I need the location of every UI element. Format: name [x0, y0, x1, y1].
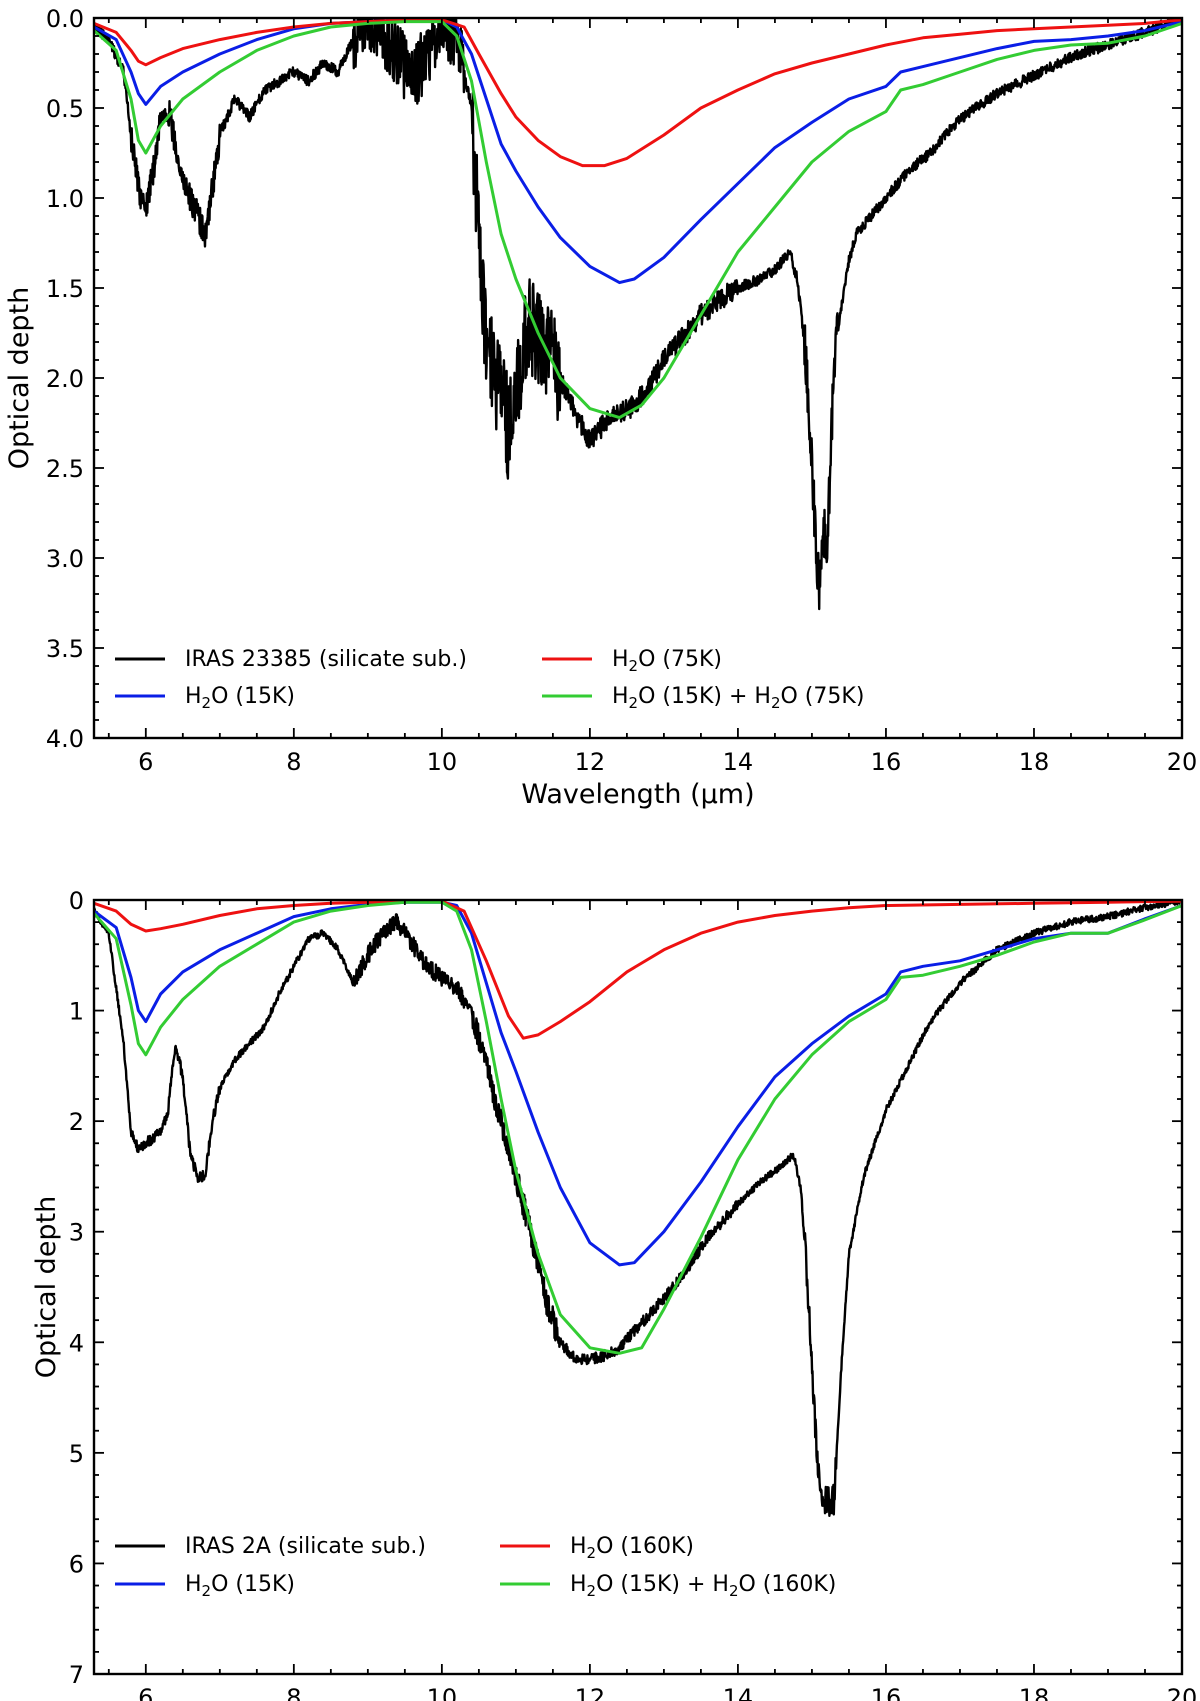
y-tick-label: 0.5 — [46, 95, 84, 123]
legend-entry: H2O (15K) + H2O (75K) — [612, 684, 864, 712]
series-line-h2o-15k-h2o-160k- — [94, 900, 1182, 1355]
legend: IRAS 2A (silicate sub.) H2O (160K) H2O (15… — [115, 1534, 836, 1600]
legend-entry: IRAS 2A (silicate sub.) — [185, 1534, 426, 1559]
y-axis-label: Optical depth — [31, 1196, 62, 1379]
x-tick-label: 20 — [1167, 748, 1198, 776]
x-tick-label: 6 — [138, 748, 153, 776]
series-line-h2o-75k- — [94, 18, 1182, 168]
series-line-h2o-160k- — [94, 900, 1182, 1040]
series-line-h2o-15k- — [94, 900, 1182, 1267]
x-tick-label: 18 — [1019, 748, 1050, 776]
y-tick-label: 1 — [69, 998, 84, 1026]
y-tick-label: 1.0 — [46, 185, 84, 213]
x-tick-label: 12 — [575, 1684, 606, 1701]
y-tick-label: 4 — [69, 1329, 84, 1357]
y-tick-label: 4.0 — [46, 725, 84, 753]
y-tick-label: 0.0 — [46, 5, 84, 33]
x-tick-label: 8 — [286, 1684, 301, 1701]
y-tick-label: 0 — [69, 887, 84, 915]
x-tick-label: 8 — [286, 748, 301, 776]
x-tick-label: 20 — [1167, 1684, 1198, 1701]
y-tick-label: 7 — [69, 1661, 84, 1689]
x-tick-label: 10 — [427, 1684, 458, 1701]
series-line-h2o-15k- — [94, 18, 1182, 285]
y-tick-label: 6 — [69, 1550, 84, 1578]
x-tick-label: 12 — [575, 748, 606, 776]
x-tick-label: 16 — [871, 1684, 902, 1701]
y-tick-label: 2 — [69, 1108, 84, 1136]
x-tick-label: 6 — [138, 1684, 153, 1701]
series-line-h2o-15k-h2o-75k- — [94, 20, 1182, 420]
legend-entry: H2O (15K) — [185, 684, 295, 712]
chart-panel-1: 6 8 10 12 14 16 18 20 0.0 0.5 1.0 1.5 2.0 2.5 3.0 3.5 4.… — [4, 5, 1198, 810]
plot-area — [94, 18, 1182, 611]
plot-area — [94, 900, 1182, 1518]
x-tick-label: 14 — [723, 748, 754, 776]
series-line-iras-23385-silicate-sub- — [94, 18, 1182, 611]
x-tick-label: 14 — [723, 1684, 754, 1701]
y-tick-label: 5 — [69, 1440, 84, 1468]
legend: IRAS 23385 (silicate sub.) H2O (75K) H2O (… — [115, 647, 864, 712]
axes-frame — [92, 898, 1184, 1676]
legend-entry: H2O (15K) + H2O (160K) — [570, 1572, 836, 1600]
x-axis-label: Wavelength (µm) — [521, 779, 754, 810]
chart-panel-2: 6810121416182001234567Wavelength (µm)Opt… — [31, 887, 1197, 1701]
x-tick-label: 18 — [1019, 1684, 1050, 1701]
y-tick-label: 3.0 — [46, 545, 84, 573]
y-tick-label: 1.5 — [46, 275, 84, 303]
y-tick-label: 3 — [69, 1219, 84, 1247]
x-tick-label: 16 — [871, 748, 902, 776]
y-tick-label: 2.5 — [46, 455, 84, 483]
legend-entry: H2O (160K) — [570, 1534, 694, 1562]
legend-entry: H2O (75K) — [612, 647, 722, 675]
y-tick-label: 2.0 — [46, 365, 84, 393]
y-axis-label: Optical depth — [4, 287, 35, 470]
y-tick-label: 3.5 — [46, 635, 84, 663]
legend-entry: H2O (15K) — [185, 1572, 295, 1600]
axes-frame — [92, 16, 1184, 740]
series-line-iras-2a-silicate-sub- — [94, 900, 1182, 1518]
x-tick-label: 10 — [427, 748, 458, 776]
legend-entry: IRAS 23385 (silicate sub.) — [185, 647, 467, 672]
